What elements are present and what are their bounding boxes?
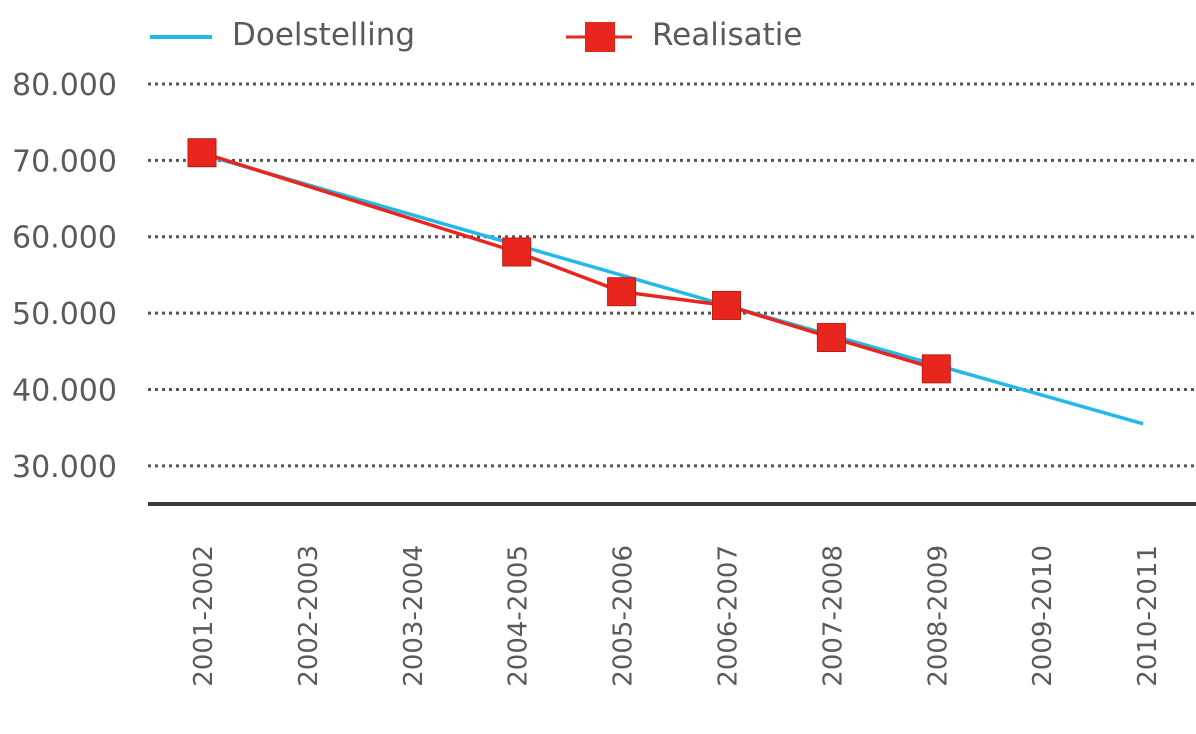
data-point (187, 138, 217, 168)
data-point (816, 323, 846, 353)
x-tick-label: 2002-2003 (294, 545, 324, 687)
x-axis-ticks: 2001-2002 2002-2003 2003-2004 2004-2005 2005… (189, 545, 1163, 687)
series-layer (187, 138, 1144, 426)
series-line (201, 151, 937, 371)
legend-label: Doelstelling (232, 17, 415, 53)
legend: Doelstelling Realisatie (150, 17, 802, 53)
x-tick-label: 2010-2011 (1133, 545, 1163, 687)
legend-label: Realisatie (652, 17, 802, 53)
x-tick-label: 2001-2002 (189, 545, 219, 687)
y-tick-label: 30.000 (12, 450, 117, 485)
x-tick-label: 2005-2006 (609, 545, 639, 687)
y-tick-label: 40.000 (12, 373, 117, 408)
series-line (201, 152, 1144, 426)
y-tick-label: 80.000 (12, 68, 117, 103)
data-point (607, 277, 637, 307)
data-point (712, 290, 741, 320)
y-tick-label: 60.000 (12, 221, 117, 256)
y-tick-label: 70.000 (12, 144, 117, 179)
x-tick-label: 2007-2008 (818, 545, 848, 687)
data-point (502, 237, 532, 267)
x-tick-label: 2006-2007 (714, 545, 744, 687)
legend-marker (585, 22, 615, 52)
x-tick-label: 2003-2004 (399, 545, 429, 687)
x-tick-label: 2009-2010 (1028, 545, 1058, 687)
x-tick-label: 2008-2009 (923, 545, 953, 687)
gridlines (148, 82, 1196, 468)
y-axis-ticks: 80.000 70.000 60.000 50.000 40.000 30.000 (12, 68, 117, 485)
x-tick-label: 2004-2005 (504, 545, 534, 687)
y-tick-label: 50.000 (12, 297, 117, 332)
data-point (921, 354, 951, 384)
